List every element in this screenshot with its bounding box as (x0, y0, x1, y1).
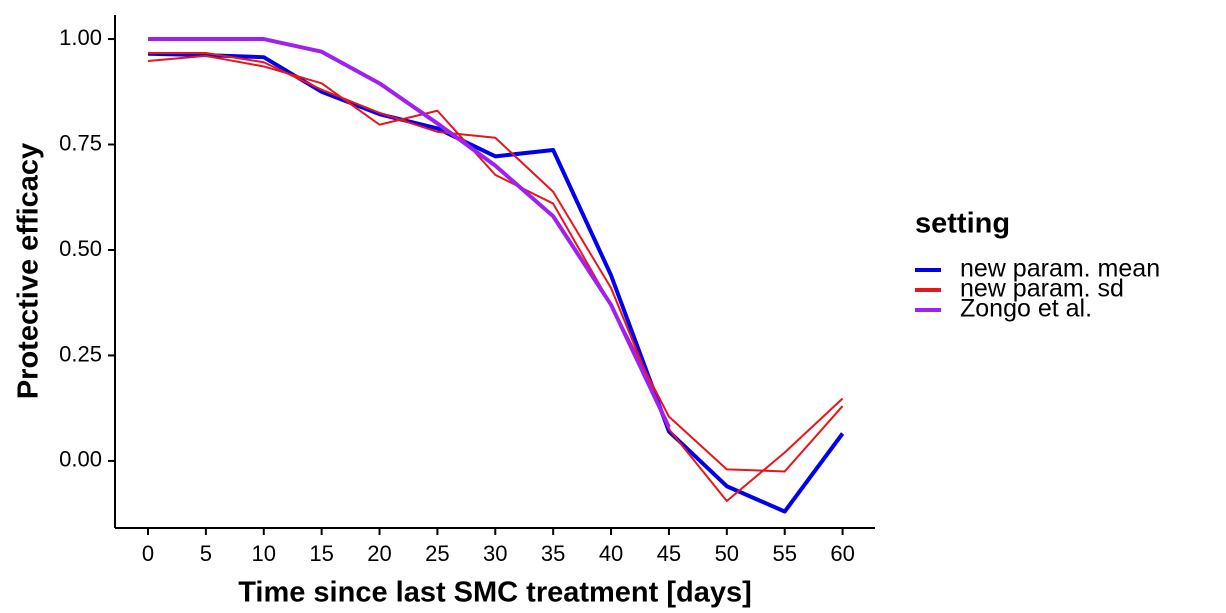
x-tick-label: 5 (200, 541, 212, 566)
series-line (147, 37, 671, 429)
y-tick-label: 0.00 (59, 447, 102, 472)
x-axis-title: Time since last SMC treatment [days] (238, 577, 752, 609)
y-tick-label: 1.00 (59, 25, 102, 50)
y-tick-label: 0.50 (59, 236, 102, 261)
legend-title: setting (915, 208, 1010, 240)
x-tick-label: 60 (830, 541, 854, 566)
x-tick-label: 40 (599, 541, 623, 566)
series-line (147, 51, 844, 502)
y-tick-label: 0.25 (59, 341, 102, 366)
x-tick-label: 0 (142, 541, 154, 566)
series-line (147, 51, 845, 514)
series-line (147, 54, 844, 473)
x-tick-label: 20 (367, 541, 391, 566)
legend-label: new param. mean (960, 255, 1160, 283)
x-tick-label: 55 (772, 541, 796, 566)
x-tick-label: 15 (309, 541, 333, 566)
x-tick-label: 45 (657, 541, 681, 566)
x-tick-label: 50 (715, 541, 739, 566)
x-tick-label: 30 (483, 541, 507, 566)
y-axis-title: Protective efficacy (13, 143, 45, 399)
y-tick-label: 0.75 (59, 130, 102, 155)
x-tick-label: 10 (252, 541, 276, 566)
legend-label: Zongo et al. (960, 295, 1092, 323)
x-tick-label: 35 (541, 541, 565, 566)
x-tick-label: 25 (425, 541, 449, 566)
legend-label: new param. sd (960, 275, 1124, 303)
